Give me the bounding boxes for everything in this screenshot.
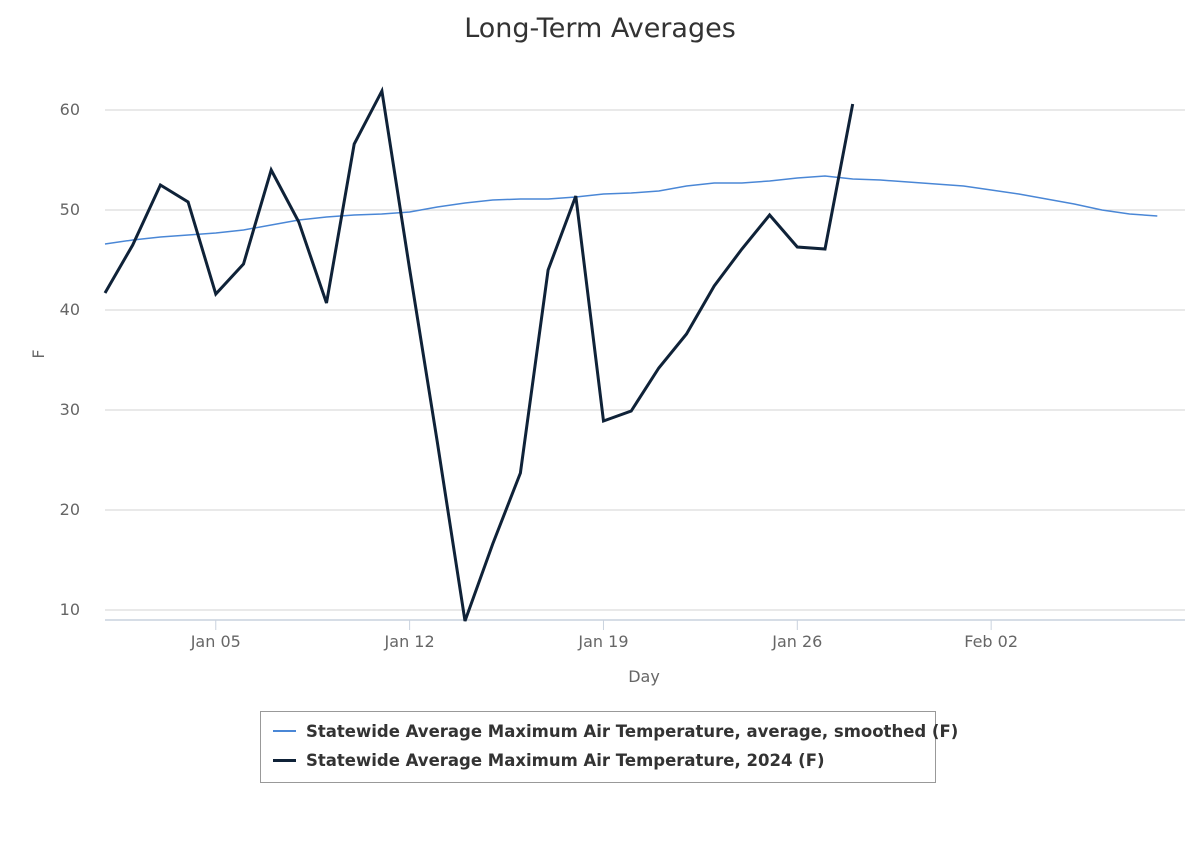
y-tick-label: 10 (60, 600, 80, 619)
data-point-average[interactable] (492, 199, 493, 200)
data-point-average[interactable] (631, 192, 632, 193)
series-line-average[interactable] (104, 175, 1158, 245)
data-point-current[interactable] (714, 285, 715, 286)
data-point-average[interactable] (520, 198, 521, 199)
data-point-current[interactable] (686, 333, 687, 334)
data-point-average[interactable] (409, 211, 410, 212)
y-tick-label: 50 (60, 200, 80, 219)
legend-label-2024: Statewide Average Maximum Air Temperatur… (306, 750, 825, 770)
data-point-average[interactable] (132, 239, 133, 240)
data-point-current[interactable] (243, 263, 244, 264)
axis-layer: 10 20 30 40 50 60 Jan 05 Jan 12 Jan 19 Jan 26 Feb … (60, 100, 1185, 651)
data-point-current[interactable] (464, 620, 465, 621)
data-point-current[interactable] (132, 244, 133, 245)
data-point-average[interactable] (160, 236, 161, 237)
data-point-average[interactable] (880, 179, 881, 180)
legend-swatch-average (273, 730, 296, 732)
data-point-average[interactable] (908, 181, 909, 182)
data-point-average[interactable] (548, 198, 549, 199)
data-point-average[interactable] (714, 182, 715, 183)
data-point-average[interactable] (686, 185, 687, 186)
data-point-current[interactable] (354, 143, 355, 144)
data-point-average[interactable] (188, 234, 189, 235)
x-tick-label: Jan 19 (577, 632, 628, 651)
x-tick-label: Jan 12 (384, 632, 435, 651)
data-point-average[interactable] (464, 202, 465, 203)
data-point-current[interactable] (437, 441, 438, 442)
legend-item-2024[interactable]: Statewide Average Maximum Air Temperatur… (273, 748, 825, 772)
data-point-average[interactable] (1157, 215, 1158, 216)
data-point-average[interactable] (658, 190, 659, 191)
data-point-average[interactable] (1129, 213, 1130, 214)
data-point-average[interactable] (1074, 203, 1075, 204)
data-point-average[interactable] (243, 229, 244, 230)
data-point-average[interactable] (381, 213, 382, 214)
data-point-average[interactable] (797, 177, 798, 178)
legend-swatch-2024 (273, 758, 296, 762)
data-point-current[interactable] (741, 248, 742, 249)
y-tick-label: 20 (60, 500, 80, 519)
data-point-current[interactable] (575, 195, 576, 196)
grid-layer (105, 109, 1185, 611)
legend-item-average[interactable]: Statewide Average Maximum Air Temperatur… (273, 719, 958, 743)
data-point-average[interactable] (104, 243, 105, 244)
data-point-current[interactable] (326, 302, 327, 303)
data-point-current[interactable] (215, 293, 216, 294)
data-point-average[interactable] (741, 182, 742, 183)
data-point-current[interactable] (298, 221, 299, 222)
data-point-average[interactable] (326, 216, 327, 217)
data-point-current[interactable] (492, 543, 493, 544)
data-point-average[interactable] (354, 214, 355, 215)
data-point-current[interactable] (769, 214, 770, 215)
y-axis-label: F (29, 349, 48, 358)
series-line-current[interactable] (103, 86, 855, 622)
legend: Statewide Average Maximum Air Temperatur… (260, 711, 958, 783)
data-point-current[interactable] (520, 472, 521, 473)
x-axis-label: Day (628, 667, 660, 686)
data-point-current[interactable] (409, 268, 410, 269)
data-point-current[interactable] (824, 248, 825, 249)
x-tick-label: Jan 05 (190, 632, 241, 651)
data-point-current[interactable] (852, 103, 853, 104)
data-point-average[interactable] (991, 189, 992, 190)
data-point-current[interactable] (104, 292, 105, 293)
data-point-current[interactable] (160, 184, 161, 185)
chart-title: Long-Term Averages (464, 13, 736, 44)
data-point-average[interactable] (824, 175, 825, 176)
data-point-average[interactable] (603, 193, 604, 194)
y-tick-label: 60 (60, 100, 80, 119)
data-point-average[interactable] (852, 178, 853, 179)
y-tick-label: 40 (60, 300, 80, 319)
data-point-current[interactable] (797, 246, 798, 247)
data-point-current[interactable] (548, 269, 549, 270)
data-point-average[interactable] (1046, 198, 1047, 199)
data-point-average[interactable] (437, 206, 438, 207)
data-point-current[interactable] (631, 410, 632, 411)
x-tick-label: Feb 02 (964, 632, 1018, 651)
data-point-average[interactable] (963, 185, 964, 186)
data-point-current[interactable] (381, 90, 382, 91)
data-point-current[interactable] (271, 169, 272, 170)
legend-label-average: Statewide Average Maximum Air Temperatur… (306, 721, 959, 741)
y-tick-label: 30 (60, 400, 80, 419)
data-point-average[interactable] (769, 180, 770, 181)
x-tick-label: Jan 26 (771, 632, 822, 651)
data-point-current[interactable] (188, 201, 189, 202)
data-point-current[interactable] (603, 420, 604, 421)
data-point-average[interactable] (1018, 193, 1019, 194)
data-point-average[interactable] (935, 183, 936, 184)
data-point-average[interactable] (1101, 209, 1102, 210)
data-point-average[interactable] (271, 224, 272, 225)
data-point-current[interactable] (658, 367, 659, 368)
series-layer (103, 86, 1158, 622)
data-point-average[interactable] (215, 232, 216, 233)
